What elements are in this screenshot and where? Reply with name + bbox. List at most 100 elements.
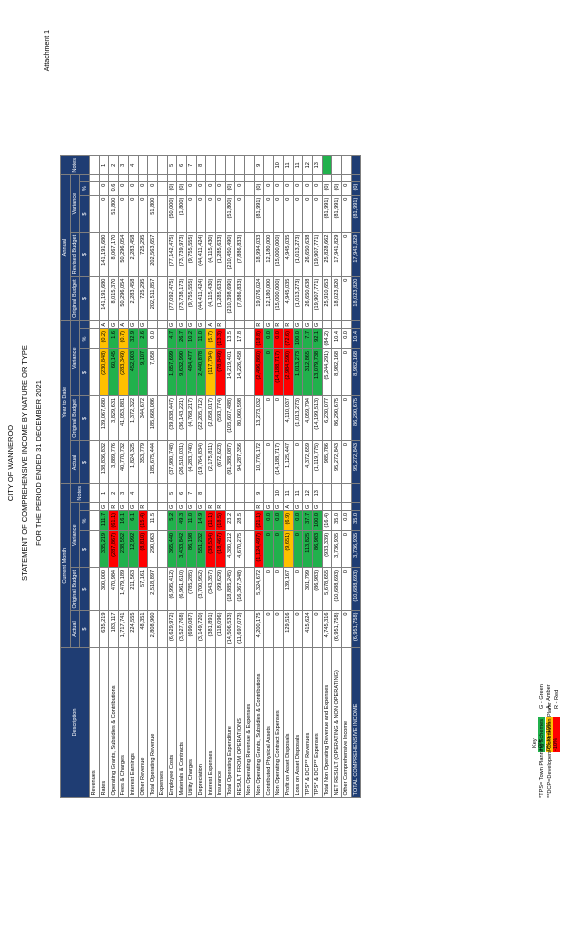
cell: 0	[273, 530, 284, 568]
cell: 50,296,054	[118, 232, 129, 277]
cell: G	[273, 502, 284, 511]
cell: 0	[293, 195, 303, 233]
cell	[89, 232, 100, 277]
cell: 551,232	[196, 530, 206, 568]
cell: 14,219,401	[225, 348, 235, 396]
cell: A	[99, 320, 109, 329]
cell: 9	[254, 155, 264, 175]
cell	[157, 395, 168, 441]
cm-notes: Notes	[70, 483, 90, 503]
cell: 2	[108, 155, 119, 175]
table-row: Contributed Physical Assets 0 0 0 0.0 G 0 0 0 0.0…	[263, 155, 274, 798]
cell: (381,891)	[205, 610, 216, 648]
cell: 202,563,657	[147, 232, 158, 277]
cell: (0.2)	[99, 328, 109, 349]
cell: (36,143,221)	[176, 395, 187, 441]
cell	[244, 155, 255, 175]
cell: G	[293, 502, 303, 511]
row-description: Employee Costs	[167, 647, 177, 798]
cell	[225, 320, 235, 329]
cell	[293, 174, 303, 182]
row-description: Non Operating Grants, Subsidies & Contri…	[254, 647, 264, 798]
cell: 4	[128, 483, 138, 503]
cell: (16.4)	[322, 510, 332, 531]
footnotes: *TPS= Town Planning Schemes **DCP=Develo…	[538, 703, 554, 798]
cell: 0	[263, 610, 274, 648]
cell: 57,161	[138, 567, 148, 611]
cell: (16,367,348)	[234, 567, 245, 611]
table-row: Total Non Operating Revenue and Expenses…	[322, 155, 332, 798]
cell: 18,023,820	[351, 276, 361, 321]
cell: 4	[128, 155, 138, 175]
cell: G	[312, 502, 323, 511]
cell: (9,755,555)	[186, 276, 197, 321]
cell: 8,982,168	[351, 348, 361, 396]
cell: 13,273,032	[254, 395, 264, 441]
cell: (0)	[322, 181, 332, 196]
cell: 635,219	[99, 610, 109, 648]
cell: 3,829,631	[108, 395, 119, 441]
cell: 1,717,741	[118, 610, 129, 648]
cell: (86,983)	[312, 567, 323, 611]
cell: (4,283,740)	[186, 440, 197, 484]
cell	[89, 530, 100, 568]
cell: 10	[273, 155, 284, 175]
cell: 3	[118, 155, 129, 175]
cell	[254, 174, 264, 182]
cell	[215, 155, 226, 175]
table-row: Insurance (118,096) (99,629) (18,467) (18.5)…	[215, 155, 226, 798]
cell: 0	[341, 610, 352, 648]
cell: (9,651)	[283, 530, 293, 568]
cell: G	[167, 320, 177, 329]
cell: 141,191,680	[99, 232, 109, 277]
cell	[331, 320, 342, 329]
cell: 50,296,054	[118, 276, 129, 321]
cell: (14,188,717)	[273, 348, 284, 396]
cell	[157, 530, 168, 568]
cell: 0	[341, 530, 352, 568]
cell: 10.2	[186, 328, 197, 349]
cell: (11,697,073)	[234, 610, 245, 648]
cell: 0	[283, 195, 293, 233]
cell	[244, 567, 255, 611]
cell: (81,991)	[322, 195, 332, 233]
cell: 9	[254, 483, 264, 503]
ytd-actual: Actual	[70, 440, 80, 484]
table-row: Depreciation (3,149,720) (3,700,952) 551,23…	[196, 155, 206, 798]
cell: R	[283, 320, 293, 329]
cell: (72.6)	[283, 328, 293, 349]
cell: 7.7	[302, 328, 313, 349]
cell	[99, 174, 109, 182]
cell	[341, 483, 352, 503]
cell: (9,755,555)	[186, 232, 197, 277]
cell: 41,053,881	[118, 395, 129, 441]
cell: G	[196, 502, 206, 511]
ytd-original-budget: Original Budget	[70, 395, 80, 441]
table-row: Utility Charges (699,087) (785,285) 86,198 1…	[186, 155, 197, 798]
cell: 3,736,935	[331, 530, 342, 568]
cell: 49.3	[176, 510, 187, 531]
cell: 86,983	[312, 530, 323, 568]
cell: 1,013,273	[293, 348, 303, 396]
cell: (39,838,447)	[167, 395, 177, 441]
cell: (14,506,533)	[225, 610, 235, 648]
cell: G	[118, 502, 129, 511]
table-row: Rates 635,219 300,000 335,219 111.7 G 1 138,836…	[99, 155, 109, 798]
cell: (7,886,833)	[234, 232, 245, 277]
cell: 0.0	[147, 328, 158, 349]
cell: 0	[293, 567, 303, 611]
cell: (118,096)	[215, 610, 226, 648]
cell: 141,191,680	[99, 276, 109, 321]
cell	[351, 174, 361, 182]
cell: 335,219	[99, 530, 109, 568]
cell	[234, 174, 245, 182]
cell: R	[108, 502, 119, 511]
row-description: Other Comprehensive Income	[341, 647, 352, 798]
cell: 0	[312, 181, 323, 196]
cell: 0	[215, 181, 226, 196]
cell: 185,668,086	[147, 395, 158, 441]
cell: (230,848)	[99, 348, 109, 396]
cell: 0	[293, 440, 303, 484]
cell	[138, 174, 148, 182]
cell: 12	[302, 483, 313, 503]
